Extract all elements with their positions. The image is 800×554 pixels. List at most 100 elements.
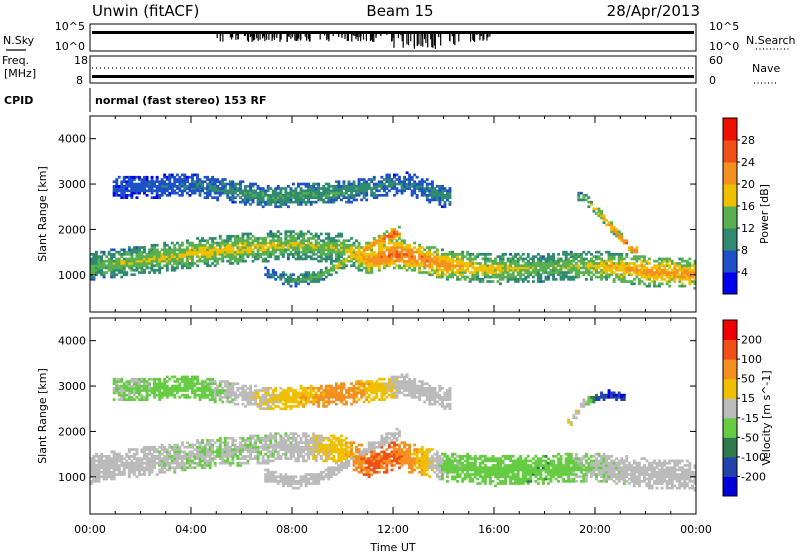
data-cell	[196, 250, 200, 254]
data-cell	[281, 243, 285, 247]
data-cell	[410, 255, 414, 258]
data-cell	[395, 253, 399, 256]
data-cell	[150, 259, 154, 263]
data-cell	[597, 209, 601, 213]
data-cell	[125, 466, 129, 470]
data-cell	[420, 262, 424, 265]
data-cell	[430, 196, 434, 199]
data-cell	[254, 398, 258, 401]
data-cell	[691, 280, 694, 283]
data-cell	[239, 241, 242, 245]
data-cell	[201, 237, 205, 240]
data-cell	[441, 191, 444, 195]
data-cell	[579, 262, 583, 265]
data-cell	[246, 461, 250, 465]
data-cell	[365, 255, 369, 258]
data-cell	[418, 266, 422, 270]
data-cell	[552, 264, 556, 268]
data-cell	[292, 230, 295, 233]
data-cell	[372, 257, 376, 261]
data-cell	[231, 391, 235, 395]
data-cell	[458, 271, 462, 274]
data-cell	[251, 196, 255, 199]
data-cell	[135, 191, 139, 195]
data-cell	[304, 232, 308, 236]
data-cell	[173, 189, 177, 193]
data-cell	[650, 271, 654, 274]
data-cell	[198, 457, 202, 460]
data-cell	[239, 182, 242, 186]
data-cell	[418, 189, 422, 193]
data-cell	[180, 185, 184, 188]
data-cell	[499, 262, 502, 265]
noise-spike	[355, 33, 357, 40]
data-cell	[266, 246, 270, 249]
data-cell	[130, 259, 134, 263]
data-cell	[304, 194, 308, 197]
data-cell	[317, 243, 321, 247]
data-cell	[327, 255, 331, 258]
data-cell	[196, 189, 200, 193]
data-cell	[261, 402, 265, 406]
data-cell	[299, 241, 303, 245]
data-cell	[334, 180, 338, 184]
data-cell	[592, 268, 596, 272]
data-cell	[635, 268, 639, 272]
data-cell	[632, 268, 636, 272]
data-cell	[418, 185, 422, 188]
data-cell	[340, 253, 343, 256]
data-cell	[274, 248, 278, 252]
data-cell	[186, 455, 189, 458]
data-cell	[297, 196, 300, 199]
data-cell	[309, 187, 313, 190]
data-cell	[249, 436, 253, 440]
noise-spike	[393, 33, 395, 48]
data-cell	[410, 262, 414, 265]
data-cell	[307, 246, 311, 249]
data-cell	[536, 264, 540, 268]
data-cell	[92, 468, 96, 472]
data-cell	[170, 191, 174, 195]
data-cell	[372, 182, 376, 186]
data-cell	[610, 225, 614, 229]
y-tick-label: 4000	[58, 133, 86, 146]
data-cell	[627, 268, 631, 272]
data-cell	[423, 266, 427, 270]
data-cell	[107, 470, 111, 474]
data-cell	[249, 232, 253, 236]
data-cell	[496, 266, 500, 270]
data-cell	[476, 255, 480, 258]
data-cell	[372, 255, 376, 258]
data-cell	[448, 264, 452, 268]
data-cell	[322, 273, 326, 277]
noise-spike	[296, 33, 299, 39]
data-cell	[163, 450, 167, 454]
data-cell	[193, 189, 197, 193]
data-cell	[519, 268, 523, 272]
data-cell	[138, 459, 141, 463]
data-cell	[236, 402, 240, 406]
data-cell	[425, 182, 429, 186]
noise-spike	[386, 33, 388, 35]
data-cell	[473, 262, 477, 265]
data-cell	[160, 452, 164, 456]
data-cell	[158, 189, 162, 193]
data-cell	[521, 273, 525, 277]
data-cell	[382, 253, 386, 256]
data-cell	[327, 191, 331, 195]
data-cell	[552, 275, 556, 279]
data-cell	[138, 271, 141, 274]
data-cell	[203, 464, 207, 467]
data-cell	[226, 445, 230, 449]
data-cell	[97, 475, 101, 479]
data-cell	[102, 473, 106, 476]
data-cell	[168, 389, 172, 392]
data-cell	[216, 391, 220, 395]
data-cell	[276, 248, 280, 252]
data-cell	[170, 268, 174, 272]
data-cell	[607, 268, 611, 272]
data-cell	[244, 439, 247, 442]
data-cell	[286, 253, 290, 256]
data-cell	[233, 259, 237, 263]
data-cell	[218, 439, 222, 442]
